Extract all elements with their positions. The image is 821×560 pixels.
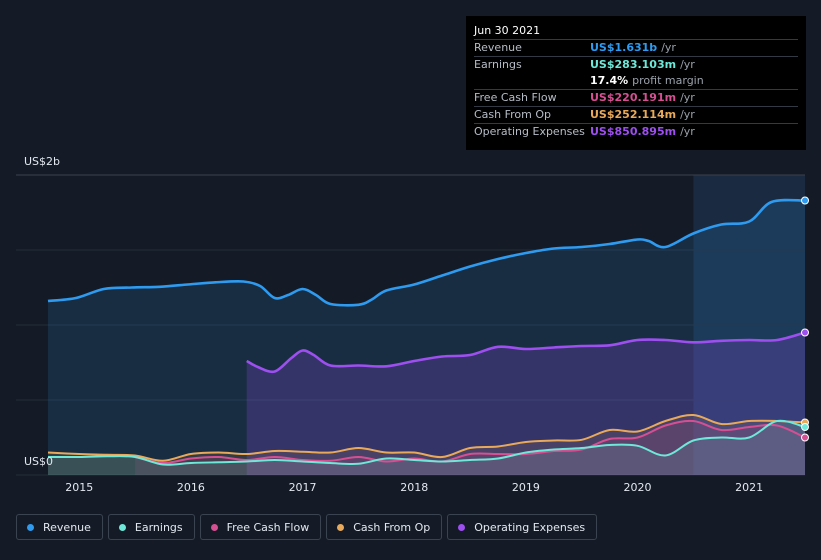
tooltip-row-label: Earnings: [474, 58, 522, 71]
series-area-operating-expenses: [246, 332, 805, 475]
tooltip-row: Operating Expenses US$850.895m/yr: [474, 123, 798, 140]
legend-label: Cash From Op: [353, 520, 431, 534]
legend: Revenue Earnings Free Cash Flow Cash From O…: [16, 514, 598, 542]
x-tick-label: 2017: [289, 481, 317, 494]
x-tick-label: 2018: [400, 481, 428, 494]
x-tick-label: 2021: [735, 481, 763, 494]
y-axis-bottom-label: US$0: [24, 455, 54, 468]
series-lines: [47, 198, 806, 466]
tooltip-row-value: US$1.631b: [590, 41, 658, 54]
legend-dot-icon: [118, 523, 126, 531]
tooltip-rows: Revenue US$1.631b/yr Earnings US$283.103m/y…: [474, 39, 798, 140]
tooltip-row-label: Revenue: [474, 41, 522, 54]
series-area-revenue: [48, 200, 805, 476]
legend-dot-icon: [458, 523, 466, 531]
tooltip-row-unit: /yr: [680, 125, 695, 138]
series-line-cash-from-op: [47, 413, 806, 462]
x-tick-label: 2015: [65, 481, 93, 494]
tooltip-date: Jun 30 2021: [474, 24, 541, 37]
tooltip-row: Earnings US$283.103m/yr: [474, 56, 798, 73]
tooltip-row-label: Operating Expenses: [474, 125, 585, 138]
x-tick-label: 2019: [512, 481, 540, 494]
tooltip-row: Free Cash Flow US$220.191m/yr: [474, 89, 798, 106]
tooltip-row-unit: /yr: [680, 58, 695, 71]
legend-dot-icon: [27, 523, 34, 531]
x-tick-label: 2020: [624, 481, 652, 494]
legend-item[interactable]: Operating Expenses: [447, 514, 598, 540]
tooltip-row-value: US$220.191m: [590, 91, 677, 104]
x-axis-ticks: 2015 2016 2017 2018 2019 2020 2021: [65, 481, 763, 494]
series-line-revenue: [47, 198, 806, 307]
tooltip-row: Cash From Op US$252.114m/yr: [474, 106, 798, 123]
series-areas: [48, 200, 806, 476]
tooltip-row-unit: /yr: [661, 41, 676, 54]
tooltip-row-label: Free Cash Flow: [474, 91, 557, 104]
legend-item[interactable]: Revenue: [16, 514, 103, 540]
y-axis-top-label: US$2b: [24, 155, 61, 168]
tooltip-row-unit: /yr: [680, 91, 695, 104]
legend-item[interactable]: Free Cash Flow: [199, 514, 322, 540]
tooltip-row: 17.4% profit margin: [474, 73, 798, 89]
series-end-point: [801, 196, 809, 205]
legend-label: Earnings: [134, 520, 183, 534]
gridlines: [16, 174, 805, 476]
tooltip-row-label: Cash From Op: [474, 108, 552, 121]
series-line-operating-expenses: [246, 331, 806, 374]
tooltip-row-value: US$252.114m: [590, 108, 677, 121]
legend-dot-icon: [337, 523, 345, 531]
tooltip-row-value: 17.4%: [590, 74, 629, 87]
series-end-point: [801, 433, 809, 442]
series-end-point: [801, 423, 809, 431]
tooltip: Jun 30 2021 Revenue US$1.631b/yr Earnings U…: [466, 16, 806, 150]
series-line-free-cash-flow: [134, 419, 806, 465]
x-tick-label: 2016: [177, 481, 205, 494]
series-area-earnings: [48, 420, 805, 475]
legend-item[interactable]: Cash From Op: [326, 514, 443, 540]
legend-item[interactable]: Earnings: [107, 514, 195, 540]
legend-label: Revenue: [43, 520, 91, 534]
legend-label: Free Cash Flow: [226, 520, 310, 534]
legend-label: Operating Expenses: [474, 520, 586, 534]
legend-dot-icon: [210, 523, 218, 531]
tooltip-row-value: US$283.103m: [590, 58, 677, 71]
tooltip-row-unit: profit margin: [632, 74, 704, 87]
tooltip-row: Revenue US$1.631b/yr: [474, 39, 798, 56]
series-end-markers: [801, 196, 809, 442]
tooltip-row-label: [474, 73, 590, 89]
tooltip-row-unit: /yr: [680, 108, 695, 121]
series-end-point: [801, 328, 809, 337]
tooltip-row-value: US$850.895m: [590, 125, 677, 138]
series-line-earnings: [47, 419, 806, 466]
